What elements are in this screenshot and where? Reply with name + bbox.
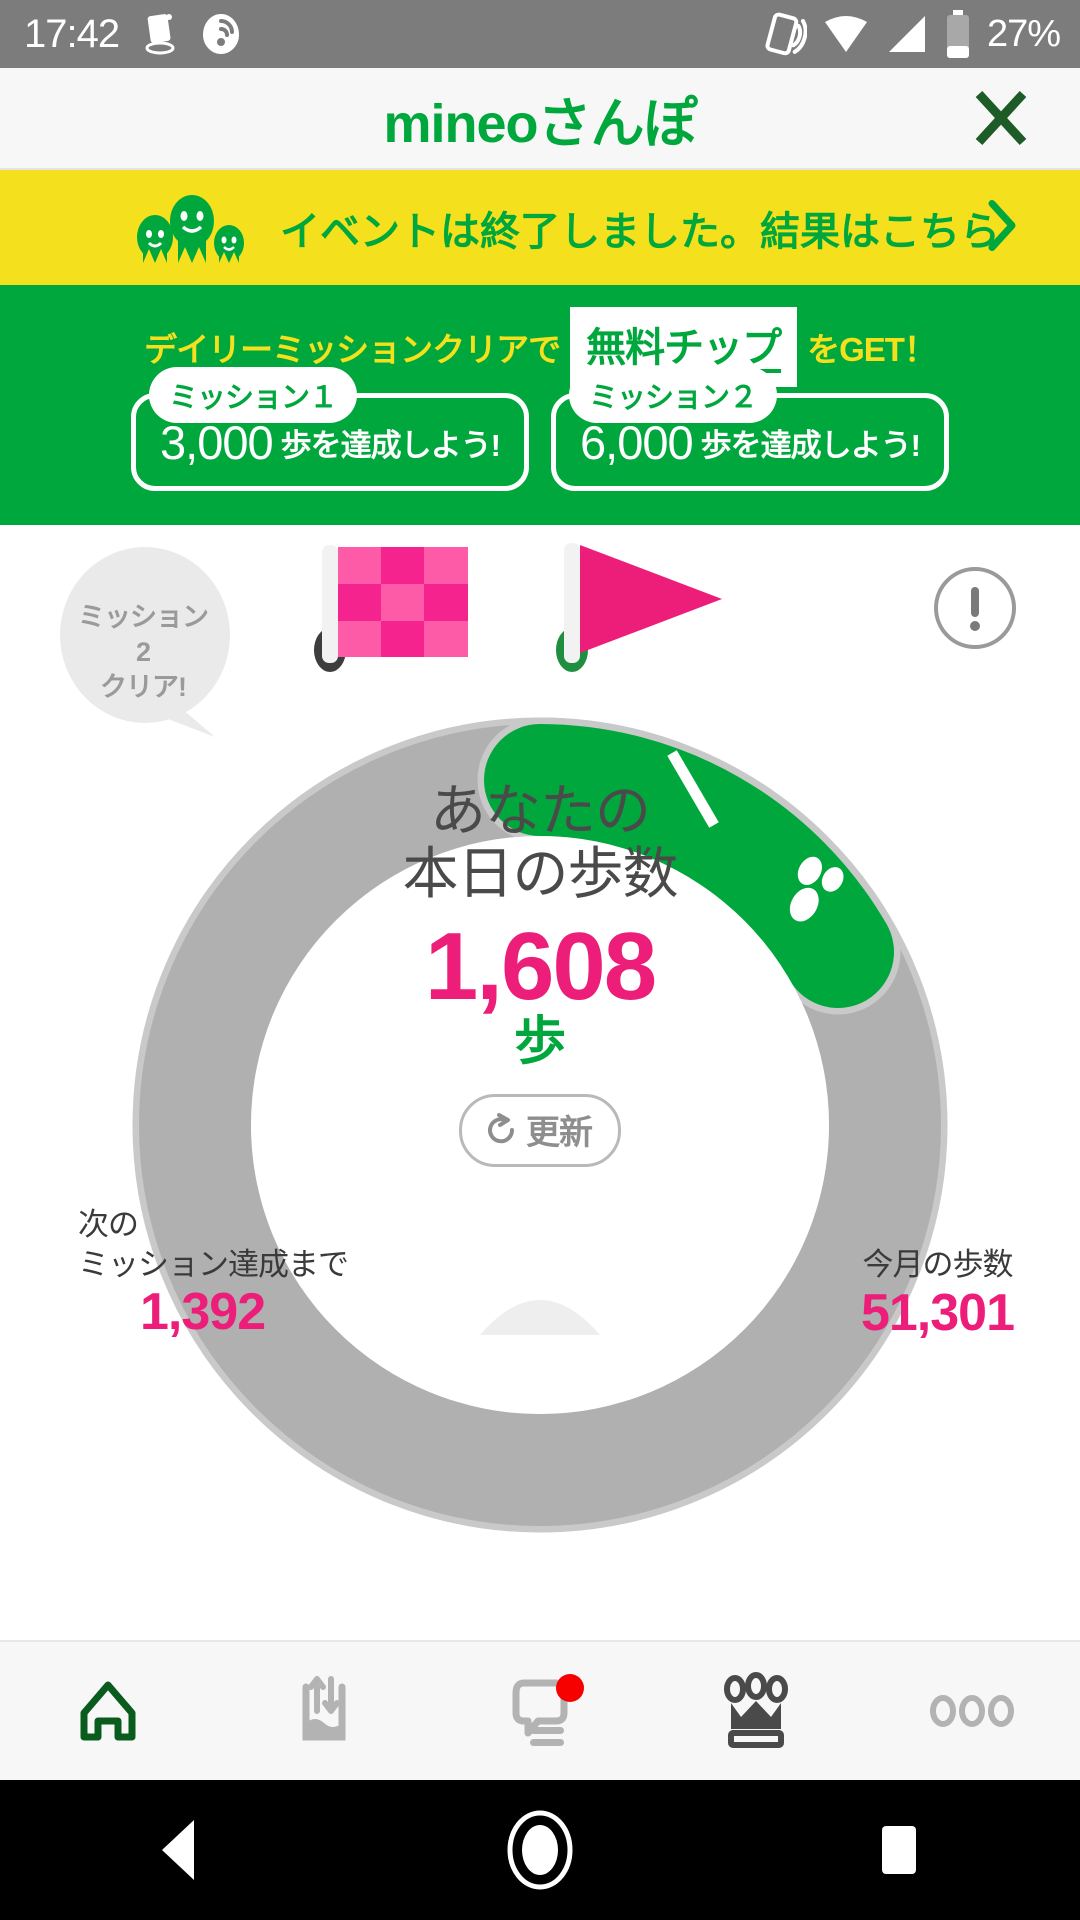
- mission-goal-unit: 歩を達成しよう!: [700, 427, 921, 463]
- system-recents-button[interactable]: [830, 1780, 970, 1920]
- daily-suffix-text: をGET！: [807, 331, 937, 368]
- app-bottom-nav: [0, 1640, 1080, 1780]
- mission-card: 3,000 歩を達成しよう! ミッション１: [131, 367, 529, 491]
- daily-mission-block: デイリーミッションクリアで 無料チップ をGET！ 3,000 歩を達成しよう!…: [0, 285, 1080, 525]
- ring-tick: [667, 750, 719, 828]
- mission-tag: ミッション２: [569, 367, 778, 423]
- back-triangle-icon: [162, 1820, 194, 1880]
- event-banner-text: イベントは終了しました。結果はこちら: [280, 209, 1000, 254]
- mission2-clear-text: ミッション2 クリア!: [78, 600, 209, 705]
- refresh-label: 更新: [526, 1114, 593, 1153]
- mascot-characters-icon: [128, 191, 258, 265]
- mission-card: 6,000 歩を達成しよう! ミッション２: [551, 367, 949, 491]
- status-clock: 17:42: [24, 12, 120, 56]
- checker-path-top: [202, 673, 287, 775]
- event-banner[interactable]: イベントは終了しました。結果はこちら: [0, 170, 1080, 285]
- home-circle-icon: [507, 1810, 573, 1890]
- android-status-bar: 17:42: [0, 0, 1080, 68]
- nav-item-community[interactable]: [432, 1642, 648, 1780]
- wifi-icon: [824, 16, 867, 52]
- status-left-icons: [145, 13, 241, 55]
- start-flag-icon: [556, 543, 722, 672]
- battery-percent: 27%: [986, 13, 1061, 55]
- nfc-icon: [765, 12, 807, 56]
- wifi-tethering-icon: [203, 14, 240, 54]
- mission-goal-unit: 歩を達成しよう!: [280, 427, 501, 463]
- next-mission-label-line-2: ミッション達成まで: [78, 1246, 349, 1282]
- exclamation-circle-icon: [934, 567, 1016, 649]
- recents-square-icon: [882, 1826, 916, 1874]
- next-mission-value: 1,392: [140, 1283, 266, 1342]
- crown-icon: [724, 1672, 788, 1748]
- month-steps-stat: 今月の歩数 51,301: [860, 1245, 1015, 1342]
- system-back-button[interactable]: [110, 1780, 250, 1920]
- nav-item-data-transfer[interactable]: [216, 1642, 432, 1780]
- mission-tag: ミッション１: [149, 367, 358, 423]
- free-chip-text: 無料チップ: [586, 326, 782, 370]
- home-icon: [80, 1681, 136, 1741]
- mission2-clear-bubble: [60, 547, 230, 737]
- data-transfer-icon: [302, 1676, 346, 1741]
- mission-goal-number: 6,000: [580, 415, 694, 469]
- app-title-bar: mineoさんぽ: [0, 68, 1080, 170]
- chevron-right-icon: [984, 197, 1020, 258]
- close-icon: [975, 90, 1027, 146]
- step-progress-section: ミッション2 クリア! GOAL START あなたの 本日の歩数 1,608 …: [0, 525, 1080, 1640]
- refresh-icon: [488, 1112, 515, 1143]
- month-steps-label: 今月の歩数: [862, 1247, 1013, 1282]
- status-right-icons: 27%: [765, 10, 1061, 58]
- mission-card-list: 3,000 歩を達成しよう! ミッション１ 6,000 歩を達成しよう! ミッシ…: [0, 367, 1080, 491]
- mission-goal-number: 3,000: [160, 415, 274, 469]
- close-button[interactable]: [966, 83, 1036, 153]
- more-dots-icon: [930, 1695, 1014, 1727]
- notification-badge: [556, 1674, 584, 1702]
- nav-item-more[interactable]: [864, 1642, 1080, 1780]
- bubble-line-2: クリア!: [100, 672, 187, 703]
- month-steps-value: 51,301: [860, 1283, 1015, 1342]
- battery-icon: [946, 10, 969, 58]
- footprints-icon: [789, 856, 844, 922]
- system-home-button[interactable]: [470, 1780, 610, 1920]
- next-mission-stat: 次の ミッション達成まで 1,392: [78, 1205, 349, 1342]
- android-system-nav: [0, 1780, 1080, 1920]
- daily-prefix-text: デイリーミッションクリアで: [144, 331, 561, 368]
- goal-flag-label: GOAL: [333, 1110, 437, 1151]
- nav-item-rank[interactable]: [648, 1642, 864, 1780]
- signal-icon: [888, 16, 925, 52]
- cast-screen-icon: [145, 14, 175, 55]
- bubble-line-1: ミッション2: [78, 602, 209, 668]
- page-title: mineoさんぽ: [383, 93, 697, 154]
- next-mission-label-line-1: 次の: [78, 1207, 139, 1242]
- info-button[interactable]: [932, 565, 1018, 656]
- nav-item-home[interactable]: [0, 1642, 216, 1780]
- bottom-marker: [480, 1300, 600, 1335]
- goal-flag-icon: [314, 545, 468, 672]
- refresh-button[interactable]: 更新: [459, 1094, 621, 1168]
